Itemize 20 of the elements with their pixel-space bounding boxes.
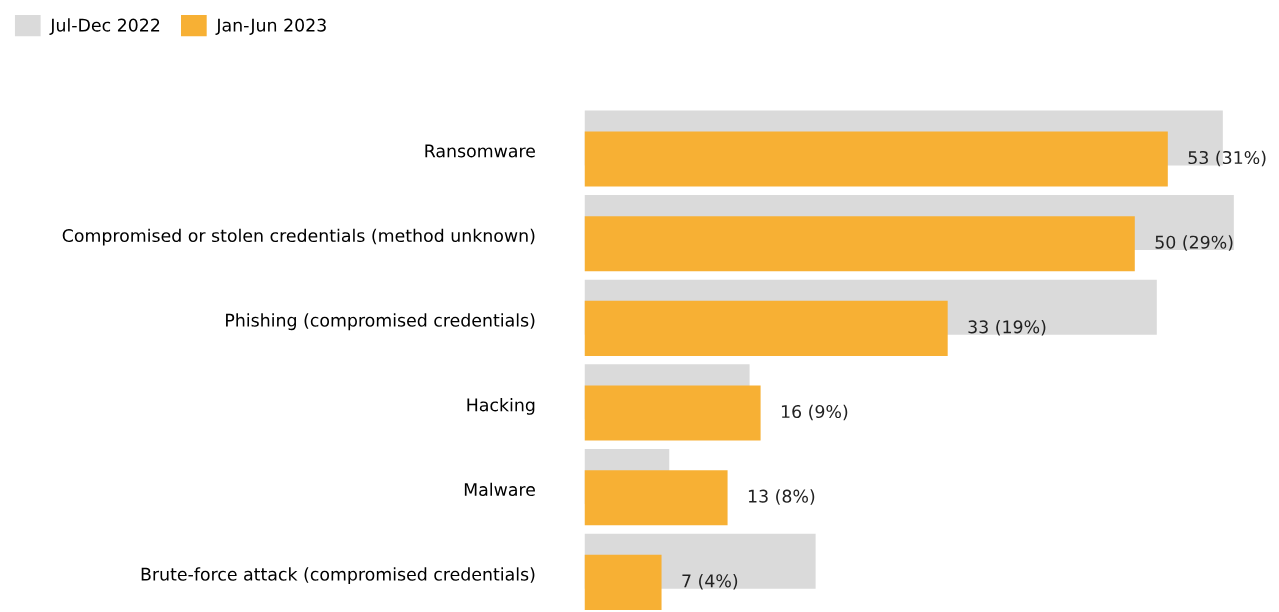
y-tick-label: Brute-force attack (compromised credentials) [141,567,535,585]
data-label: 7 (4%) [682,573,738,590]
y-tick-label: Ransomware [425,144,535,158]
bar [584,300,948,356]
bar [584,385,761,441]
legend-label: Jul-Dec 2022 [49,18,160,35]
y-tick-label: Phishing (compromised credentials) [226,313,535,331]
data-label: 13 (8%) [748,489,815,505]
y-tick-label: Malware [464,482,535,497]
data-label: 53 (31%) [1188,150,1266,167]
y-tick-label: Compromised or stolen credentials (method unknown) [62,228,535,246]
data-label: 50 (29%) [1155,235,1233,251]
bar [584,470,728,526]
legend-label: Jan-Jun 2023 [215,18,326,35]
y-tick-label: Hacking [467,397,535,415]
bar [584,216,1135,272]
data-label: 16 (9%) [781,404,848,421]
bar [584,131,1168,187]
data-label: 33 (19%) [968,320,1046,336]
bar [584,554,662,610]
